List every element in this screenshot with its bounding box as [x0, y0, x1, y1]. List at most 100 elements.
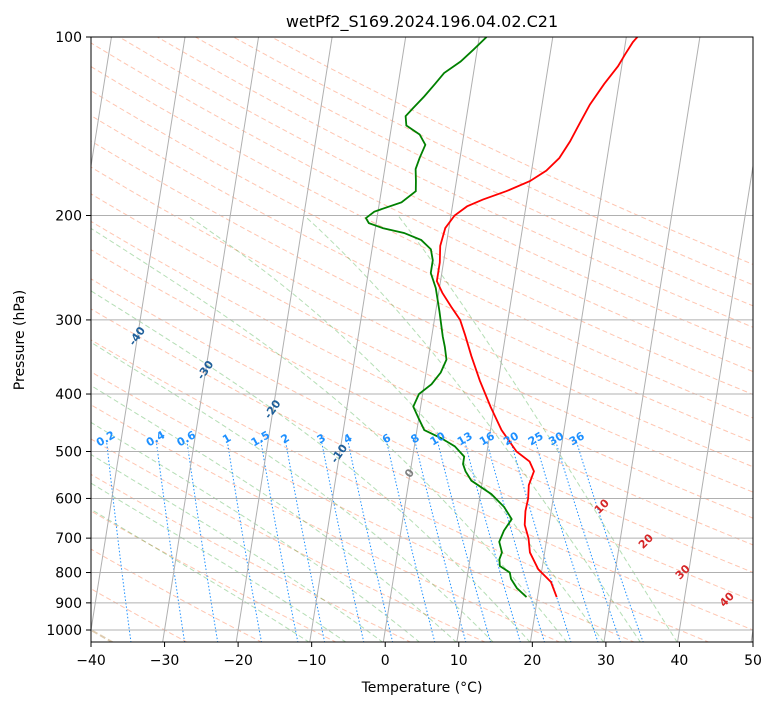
x-tick-label: 0 [381, 653, 390, 669]
y-tick-label: 500 [55, 444, 82, 460]
moist-adiabat-line [187, 215, 605, 642]
plot-frame [90, 36, 754, 643]
y-tick-label: 200 [55, 209, 82, 225]
mixing-ratio-label: 1.5 [249, 428, 272, 449]
isotherm-lines [91, 37, 753, 642]
dry-adiabat-line [91, 339, 710, 642]
isotherm-label: -50 [58, 291, 80, 315]
mixing-ratio-line [414, 440, 467, 642]
mixing-ratio-line [534, 440, 599, 642]
dry-adiabat-line [91, 220, 753, 546]
isotherm-line [309, 37, 407, 642]
moist-adiabat-line [91, 290, 531, 642]
mixing-ratio-label: 25 [526, 429, 546, 448]
dry-adiabat-line [233, 37, 753, 286]
isotherm-line [677, 162, 753, 642]
mixing-ratio-label: 1 [220, 431, 233, 446]
mixing-ratio-label: 3 [315, 431, 328, 446]
isotherm-line [91, 37, 112, 170]
isotherm-label: -60 [0, 248, 13, 272]
isotherm-line [529, 37, 627, 642]
y-axis: 100 200 300 400 500 600 700 800 900 1000 [46, 30, 91, 639]
y-tick-label: 800 [55, 566, 82, 582]
isotherm-line [750, 626, 753, 642]
x-tick-label: 40 [671, 653, 689, 669]
mixing-ratio-line [284, 440, 326, 642]
x-axis: −40 −30 −20 −10 0 10 20 30 40 50 [76, 642, 762, 669]
isotherm-line [91, 37, 186, 634]
isotherm-line [456, 37, 554, 642]
dry-adiabat-line [91, 42, 753, 373]
mixing-ratio-line [386, 440, 436, 642]
y-tick-label: 900 [55, 596, 82, 612]
dewpoint-profile [364, 37, 528, 598]
dry-adiabat-line [91, 193, 753, 519]
isotherm-label: -40 [126, 324, 148, 348]
mixing-ratio-line [106, 440, 132, 642]
x-tick-label: −30 [150, 653, 180, 669]
isotherm-line [235, 37, 333, 642]
isoline-labels: -100-90-80-70-60-50-40-30-20-1000.10.20.… [0, 248, 737, 610]
mixing-ratio-label: 8 [408, 431, 421, 446]
x-tick-label: 50 [744, 653, 762, 669]
dry-adiabat-line [118, 37, 753, 350]
mixing-ratio-line [510, 440, 572, 642]
mixing-ratio-line [555, 440, 621, 642]
dry-adiabat-line [91, 140, 753, 468]
dry-adiabat-line [91, 588, 188, 642]
mixing-ratio-line [464, 440, 521, 642]
y-tick-label: 700 [55, 531, 82, 547]
dry-adiabat-line [91, 473, 412, 642]
dry-adiabats [91, 37, 753, 642]
mixing-ratio-label: 2 [279, 431, 292, 446]
moist-adiabats [91, 215, 678, 642]
isotherm-label: 0 [402, 466, 417, 480]
isotherm-label: -30 [194, 358, 216, 382]
moist-adiabat-line [91, 421, 421, 642]
y-tick-label: 400 [55, 387, 82, 403]
y-tick-label: 1000 [46, 623, 82, 639]
mixing-ratio-label: 10 [428, 429, 448, 448]
x-axis-label: Temperature (°C) [361, 680, 483, 696]
dry-adiabat-line [91, 438, 487, 642]
dry-adiabat-line [157, 37, 753, 328]
dry-adiabat-line [91, 371, 636, 642]
x-tick-label: 10 [450, 653, 468, 669]
mixing-ratio-line [320, 440, 365, 642]
dry-adiabat-line [91, 548, 263, 642]
isotherm-line [162, 37, 260, 642]
mixing-ratio-line [155, 440, 186, 642]
pressure-gridlines [91, 37, 753, 631]
mixing-ratio-line [575, 440, 644, 642]
dry-adiabat-line [271, 37, 753, 265]
x-tick-label: −20 [223, 653, 253, 669]
moist-adiabat-line [91, 341, 494, 642]
y-tick-label: 600 [55, 491, 82, 507]
mixing-ratio-label: 13 [455, 429, 475, 448]
moist-adiabat-line [303, 215, 641, 642]
mixing-ratio-line [186, 440, 219, 642]
mixing-ratio-line [486, 440, 545, 642]
mixing-ratio-label: 36 [567, 429, 587, 448]
x-tick-label: −10 [297, 653, 327, 669]
x-tick-label: 20 [523, 653, 541, 669]
moist-adiabat-line [397, 215, 678, 642]
mixing-ratio-line [347, 440, 394, 642]
mixing-ratio-line [260, 440, 299, 642]
y-axis-label: Pressure (hPa) [12, 290, 28, 390]
moist-adiabat-line [91, 384, 457, 642]
moist-adiabat-label: 40 [717, 589, 737, 609]
mixing-ratio-label: 0.2 [94, 428, 117, 449]
dry-adiabat-line [91, 278, 753, 602]
x-tick-label: −40 [76, 653, 106, 669]
y-tick-label: 300 [55, 313, 82, 329]
isotherm-line [603, 37, 701, 642]
plot-area: -100-90-80-70-60-50-40-30-20-1000.10.20.… [0, 37, 753, 642]
mixing-ratio-label: 4 [341, 431, 354, 446]
mixing-ratio-label: 20 [501, 429, 521, 448]
chart-title: wetPf2_S169.2024.196.04.02.C21 [286, 12, 558, 32]
dry-adiabat-line [91, 90, 753, 419]
dry-adiabat-line [91, 249, 753, 574]
moist-adiabat-line [91, 227, 568, 642]
